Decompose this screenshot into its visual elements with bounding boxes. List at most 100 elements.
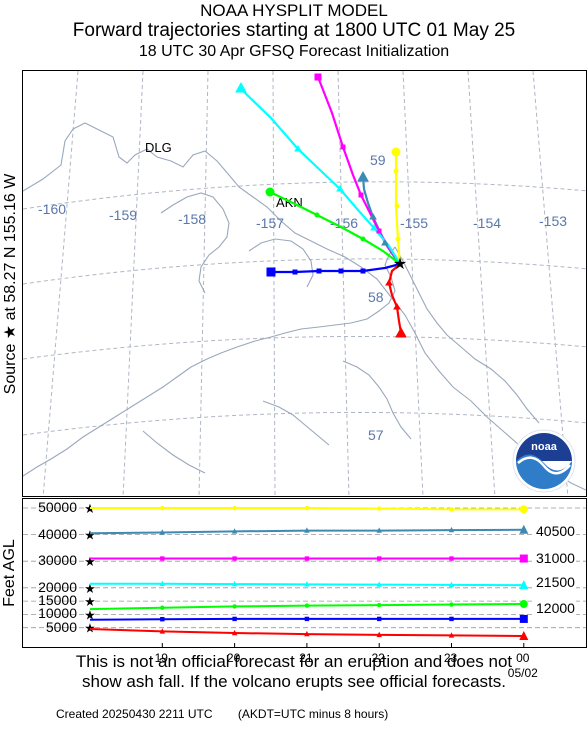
altitude-series-marker [449, 616, 454, 622]
y-tick-label: 15000 [38, 592, 77, 609]
svg-text:noaa: noaa [531, 441, 558, 453]
lon-label: -155 [400, 215, 428, 231]
altitude-series-marker [304, 603, 310, 608]
lon-label: -157 [256, 215, 284, 231]
start-star-icon: ★ [84, 528, 96, 543]
start-star-icon: ★ [84, 621, 96, 636]
altitude-series-marker [519, 630, 529, 640]
source-location-label: Source ★ at 58.27 N 155.16 W [2, 173, 19, 395]
lon-label: -159 [109, 207, 137, 223]
trajectory-red [387, 263, 403, 334]
altitude-series-marker [304, 616, 310, 622]
altitude-series-marker [377, 602, 382, 608]
x-tick-label: 22 [371, 651, 385, 665]
right-altitude-label: 40500 [535, 523, 576, 540]
altitude-series-marker [304, 581, 310, 587]
x-tick-label: 00 [516, 651, 530, 665]
altitude-series-marker [377, 506, 382, 511]
lon-label: -160 [38, 201, 66, 217]
y-tick-label: 50000 [38, 499, 77, 515]
x-tick-label: 19 [154, 651, 168, 665]
footer: Created 20250430 2211 UTC (AKDT=UTC minu… [56, 707, 410, 721]
map-canvas: -160 -159 -158 -157 -156 -155 -154 -153 … [23, 71, 586, 496]
altitude-series-marker [160, 505, 165, 511]
right-altitude-label: 31000 [535, 549, 576, 566]
altitude-series-marker [160, 556, 165, 561]
x-tick-label: 20 [226, 651, 241, 665]
altitude-series-marker [519, 580, 529, 590]
altitude-series-marker [448, 526, 455, 533]
lat-label: 57 [368, 427, 384, 443]
altitude-axis-label: Feet AGL [1, 539, 18, 607]
created-timestamp: Created 20250430 2211 UTC [56, 707, 213, 721]
altitude-series-marker [449, 507, 454, 512]
altitude-series-marker [231, 580, 238, 587]
altitude-series-marker [519, 505, 528, 514]
x-date-sublabel: 05/02 [507, 666, 538, 680]
altitude-series-marker [376, 527, 382, 533]
altitude-series-marker [159, 628, 165, 634]
run-title: Forward trajectories starting at 1800 UT… [72, 20, 516, 41]
start-star-icon: ★ [84, 607, 96, 622]
altitude-series-marker [377, 616, 382, 622]
trajectory-green [269, 191, 401, 265]
y-tick-label: 40000 [38, 525, 77, 542]
start-star-icon: ★ [84, 554, 96, 569]
altitude-series-marker [159, 580, 165, 587]
right-altitude-label: 12000 [535, 600, 576, 617]
start-star-icon: ★ [84, 581, 96, 596]
altitude-series-marker [376, 581, 382, 587]
start-star-icon: ★ [84, 594, 96, 609]
altitude-series-marker [159, 529, 165, 535]
altitude-series-marker [377, 556, 382, 561]
trajectory-markers [235, 73, 407, 338]
y-tick-label: 10000 [38, 605, 77, 622]
lon-label: -158 [178, 211, 206, 227]
trajectory-blue [271, 262, 401, 274]
lon-label: -156 [330, 215, 358, 231]
x-tick-label: 23 [443, 651, 458, 665]
right-altitude-label: 21500 [535, 573, 576, 590]
lat-label: 58 [368, 289, 384, 305]
altitude-series-marker [304, 527, 310, 533]
y-tick-label: 30000 [38, 552, 77, 569]
altitude-chart: ★★★★★★★ [23, 501, 586, 647]
altitude-series-marker [449, 556, 454, 561]
altitude-series-marker [232, 556, 237, 561]
x-tick-label: 21 [299, 651, 313, 665]
disclaimer: This is not an official forecast for an … [75, 652, 513, 691]
altitude-series-marker [232, 616, 237, 622]
y-tick-label: 20000 [38, 578, 77, 595]
altitude-series-marker [304, 630, 310, 637]
altitude-series-marker [232, 505, 237, 511]
altitude-series-marker [376, 631, 382, 638]
noaa-logo: noaa [512, 429, 576, 493]
altitude-series-marker [449, 602, 454, 607]
altitude-series-marker [519, 614, 528, 623]
altitude-series-marker [519, 600, 528, 609]
model-title: NOAA HYSPLIT MODEL [200, 1, 388, 20]
source-star-icon: ★ [393, 256, 407, 273]
altitude-series-marker [160, 616, 165, 622]
altitude-series-marker [304, 556, 310, 561]
place-label-dlg: DLG [145, 140, 172, 155]
altitude-series-marker [519, 524, 529, 534]
altitude-series-marker [304, 505, 310, 511]
lat-label: 59 [370, 152, 386, 168]
trajectory-cyan [240, 88, 401, 265]
altitude-series-marker [448, 632, 455, 638]
trajectory-yellow [394, 152, 402, 265]
altitude-series-marker [232, 604, 237, 609]
coastline [23, 122, 586, 491]
y-tick-label: 5000 [45, 618, 77, 635]
lon-label: -153 [539, 213, 567, 229]
altitude-panel: ★ ★ ★ ★ ★ ★ ★ [22, 498, 587, 648]
altitude-series-marker [448, 581, 455, 588]
init-subtitle: 18 UTC 30 Apr GFSQ Forecast Initializati… [138, 43, 450, 60]
altitude-series-marker [231, 629, 238, 636]
lon-label: -154 [473, 215, 501, 231]
timezone-note: (AKDT=UTC minus 8 hours) [237, 707, 389, 721]
altitude-series-marker [231, 528, 238, 534]
altitude-series-marker [160, 605, 165, 610]
altitude-series-marker [519, 554, 528, 563]
